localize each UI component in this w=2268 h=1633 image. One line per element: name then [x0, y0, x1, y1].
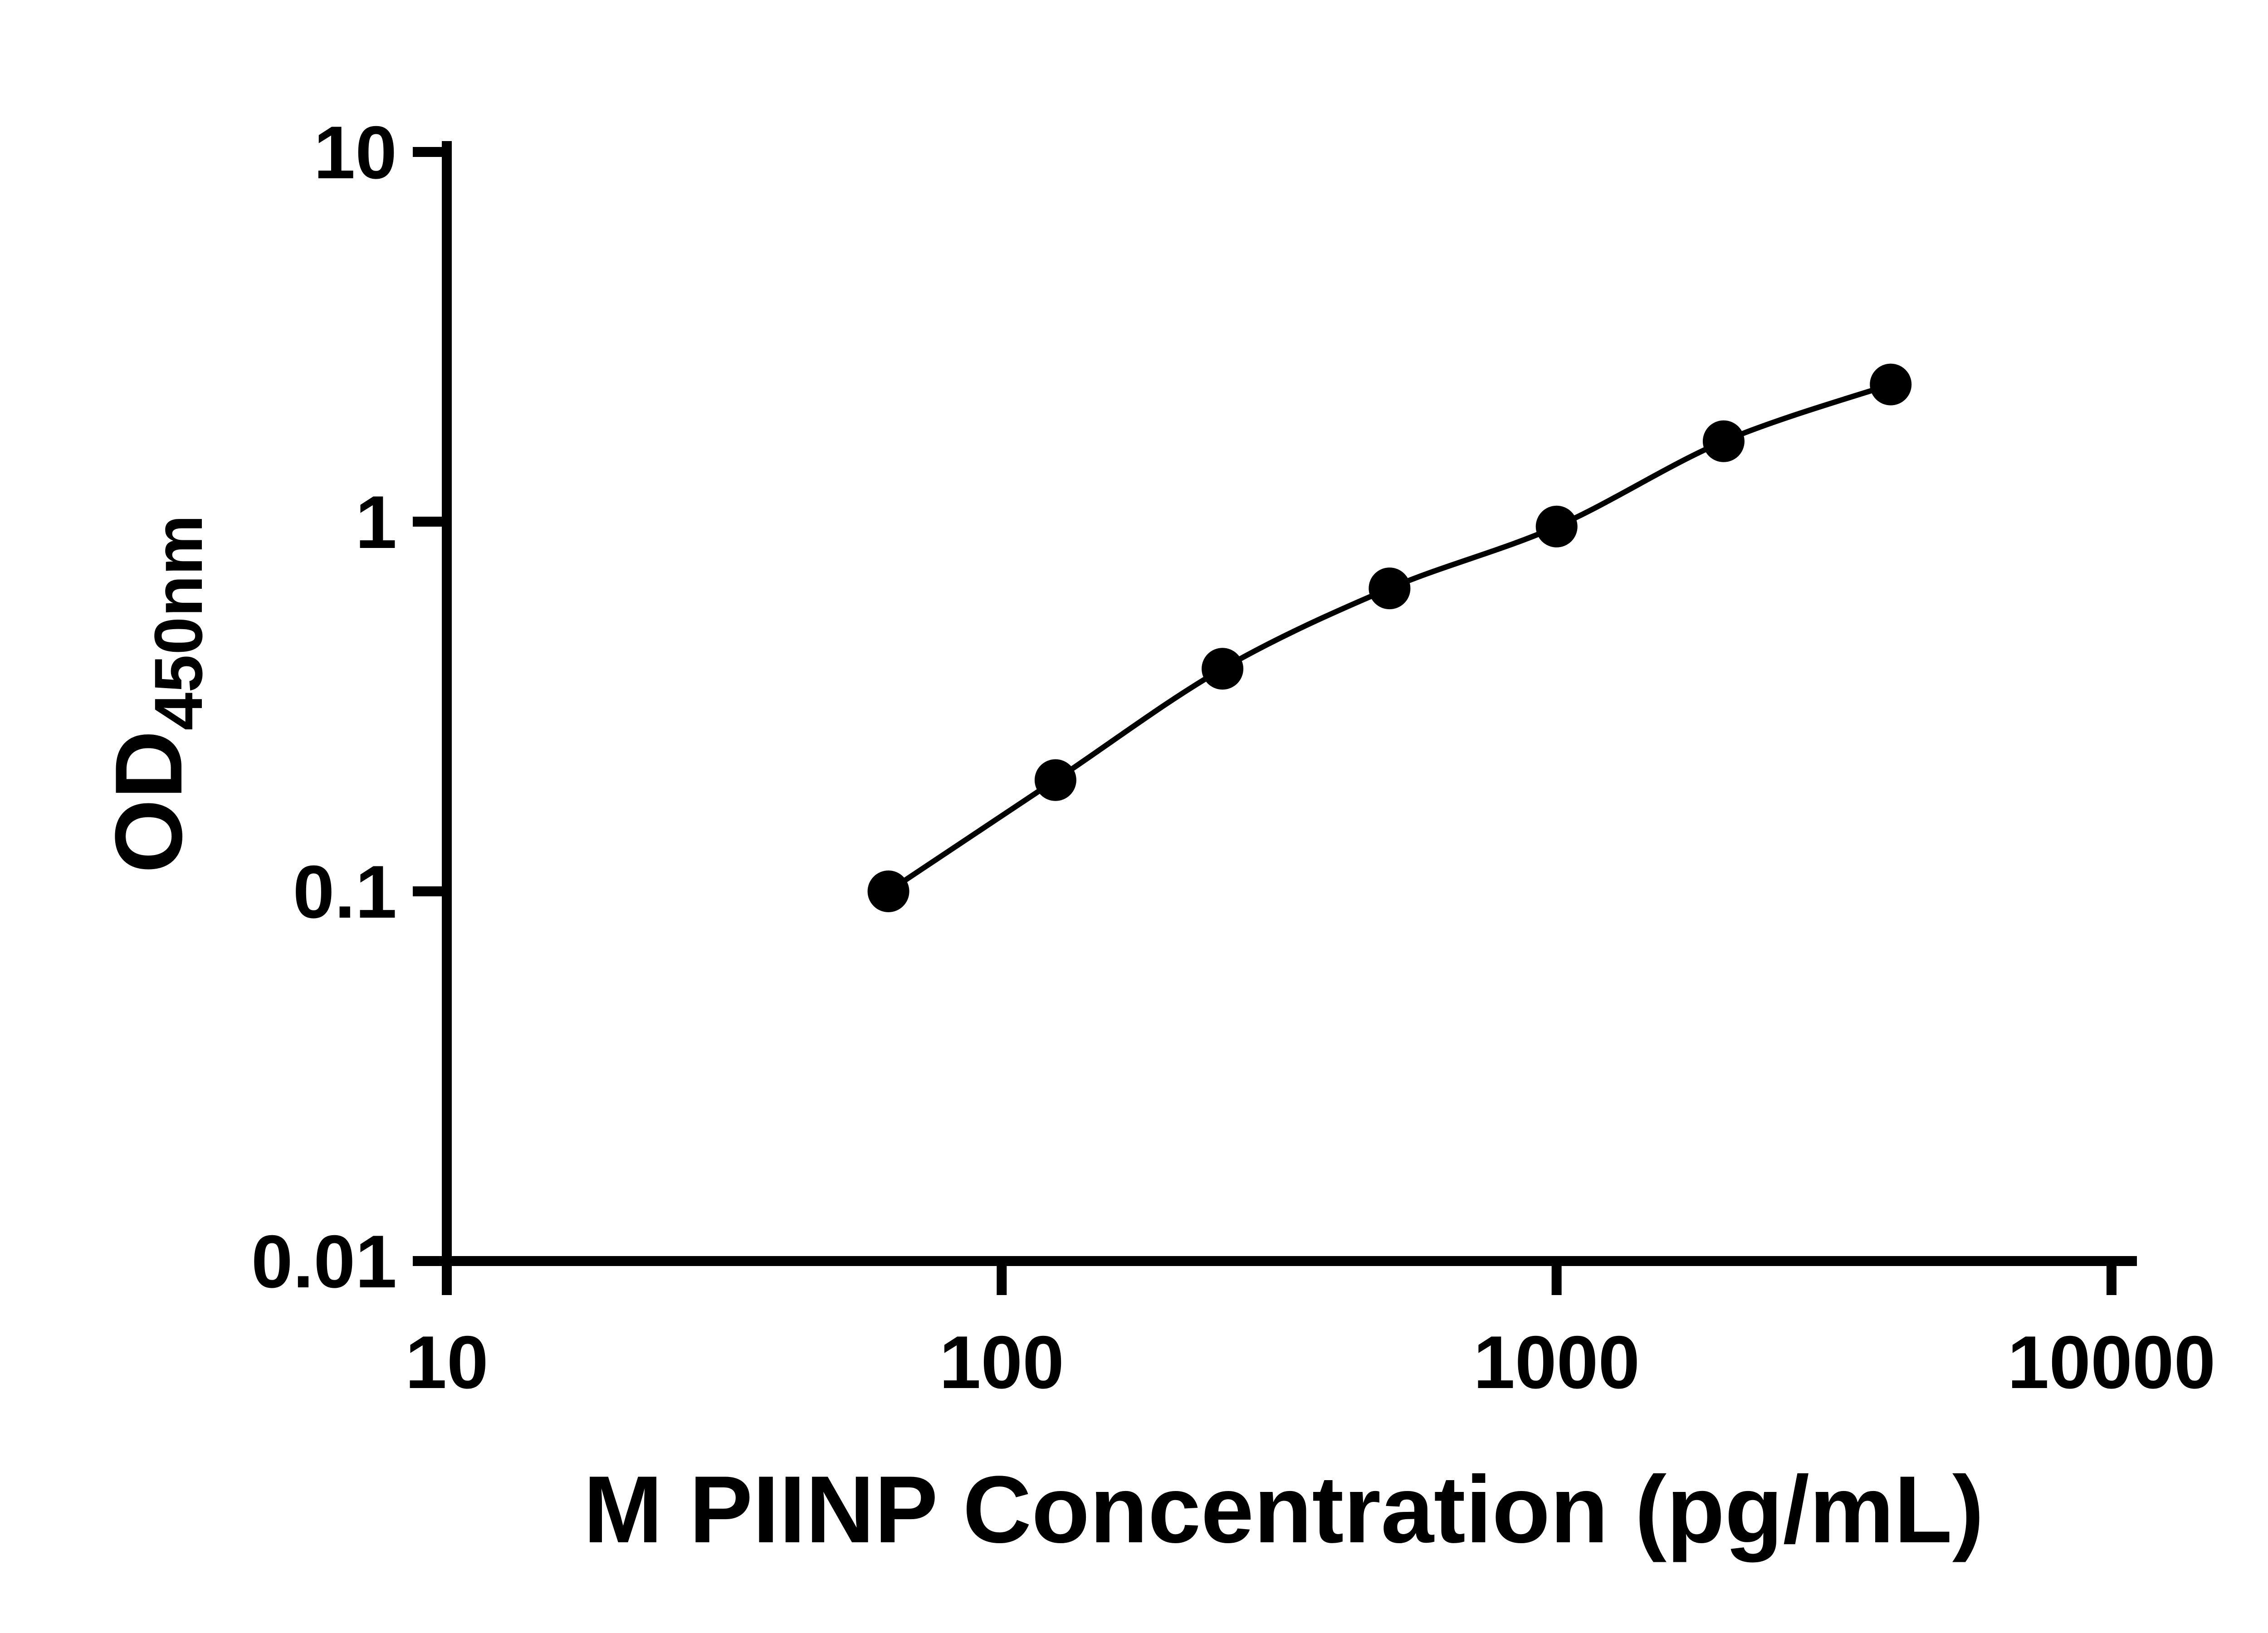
data-point [867, 870, 909, 912]
y-tick-label: 0.1 [293, 850, 397, 934]
data-point [1535, 505, 1578, 548]
y-axis-label: OD450nm [95, 515, 216, 873]
axis-lines [442, 141, 2137, 1266]
data-point [1202, 648, 1244, 690]
data-point [1702, 420, 1745, 462]
y-tick-label: 1 [355, 480, 397, 564]
data-point [1870, 363, 1912, 406]
y-axis-label-main: OD [95, 730, 202, 873]
x-tick-label: 100 [939, 1320, 1064, 1404]
data-point [1369, 567, 1411, 610]
x-tick-label: 10 [405, 1320, 489, 1404]
plot-area: 0.01 0.1 1 10 10 100 1000 10000 [251, 111, 2216, 1404]
y-axis-label-subscript: 450nm [140, 515, 216, 730]
y-tick-label: 0.01 [251, 1220, 397, 1303]
standard-curve-line [887, 381, 1892, 894]
x-tick-label: 10000 [2008, 1320, 2216, 1404]
data-point [1034, 759, 1076, 801]
y-tick-label: 10 [313, 111, 397, 194]
x-axis-label: M PIINP Concentration (pg/mL) [583, 1456, 1984, 1563]
x-tick-label: 1000 [1473, 1320, 1640, 1404]
